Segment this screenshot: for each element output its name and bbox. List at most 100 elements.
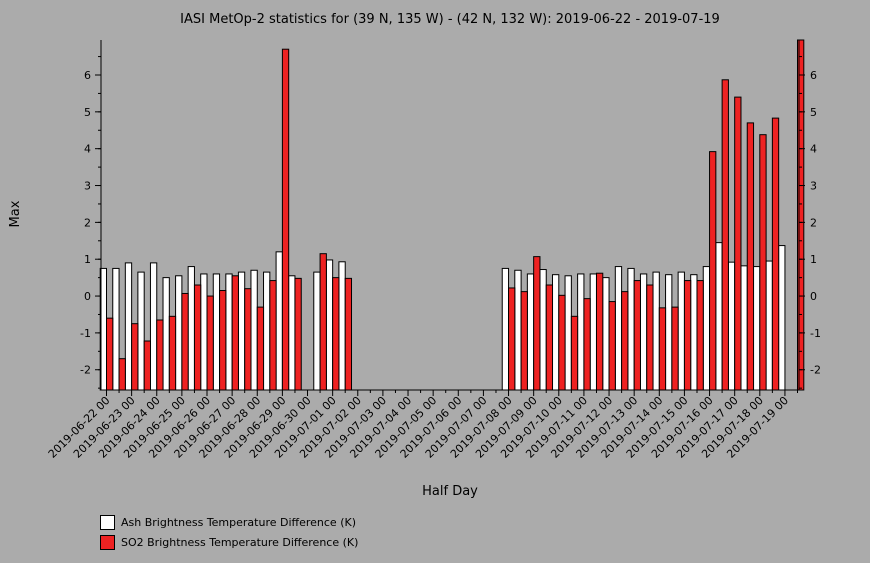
ash-bar-19 (338, 261, 346, 391)
ash-bar-37 (564, 275, 572, 391)
ash-bar-13 (263, 271, 271, 391)
y-tick-label-right: -1 (810, 327, 821, 340)
so2-bar-19 (344, 277, 353, 391)
y-tick-label-right: 2 (810, 216, 817, 229)
so2-bar-45 (671, 306, 679, 391)
so2-bar-35 (545, 284, 554, 391)
y-tick-label-left: -2 (80, 364, 91, 377)
y-tick-label-left: 6 (84, 69, 91, 82)
so2-bar-13 (269, 280, 277, 391)
so2-bar-2 (131, 323, 139, 391)
ash-bar-14 (275, 251, 283, 391)
legend-swatch-so2 (100, 534, 115, 550)
so2-bar-48 (709, 151, 717, 391)
ash-bar-7 (187, 266, 195, 391)
y-tick-label-right: 6 (810, 69, 817, 82)
ash-bar-43 (639, 273, 648, 391)
legend-swatch-ash (100, 514, 115, 530)
legend-item-so2: SO2 Brightness Temperature Difference (K… (100, 532, 358, 552)
y-tick-label-left: 2 (84, 216, 91, 229)
ash-bar-18 (325, 259, 334, 391)
y-tick-label-left: 3 (84, 180, 91, 193)
ash-bar-33 (514, 269, 522, 391)
ash-bar-53 (765, 260, 773, 391)
so2-bar-17 (319, 253, 327, 391)
y-tick-label-left: 4 (84, 143, 91, 156)
so2-bar-3 (143, 340, 151, 391)
ash-bar-48 (702, 266, 711, 391)
so2-bar-46 (683, 280, 692, 391)
so2-bar-51 (746, 122, 755, 391)
so2-bar-1 (118, 358, 126, 391)
ash-bar-46 (677, 271, 685, 391)
legend-label-ash: Ash Brightness Temperature Difference (K… (121, 515, 356, 529)
so2-bar-12 (256, 306, 265, 391)
ash-bar-8 (200, 273, 208, 391)
so2-bar-9 (219, 290, 227, 391)
so2-bar-44 (658, 307, 667, 391)
ash-bar-49 (715, 242, 723, 391)
so2-bar-39 (595, 272, 604, 391)
ash-bar-34 (526, 273, 535, 391)
x-axis-title: Half Day (422, 484, 478, 499)
so2-bar-10 (231, 275, 239, 391)
ash-bar-41 (614, 266, 623, 391)
so2-bar-49 (721, 79, 729, 391)
ash-bar-51 (740, 265, 748, 391)
so2-bar-11 (244, 288, 252, 391)
chart-title: IASI MetOp-2 statistics for (39 N, 135 W… (180, 12, 720, 27)
so2-bar-0 (106, 317, 114, 391)
so2-bar-5 (168, 315, 177, 391)
ash-bar-15 (288, 275, 296, 391)
ash-bar-50 (727, 261, 736, 391)
ash-bar-54 (778, 245, 786, 391)
so2-bar-52 (759, 134, 767, 391)
y-tick-label-left: 5 (84, 106, 91, 119)
so2-bar-55 (797, 39, 805, 391)
so2-bar-41 (621, 291, 629, 391)
ash-bar-9 (212, 273, 221, 391)
ash-bar-42 (627, 267, 635, 391)
y-axis-title: Max (8, 200, 23, 227)
ash-bar-1 (112, 267, 120, 391)
ash-bar-10 (225, 273, 233, 391)
ash-bar-40 (602, 277, 610, 391)
y-tick-label-left: 0 (84, 290, 91, 303)
ash-bar-35 (539, 269, 547, 391)
y-tick-label-left: 1 (84, 253, 91, 266)
ash-bar-2 (124, 262, 133, 391)
so2-bar-36 (558, 294, 566, 391)
legend-label-so2: SO2 Brightness Temperature Difference (K… (121, 535, 359, 549)
ash-bar-32 (501, 267, 510, 391)
so2-bar-34 (533, 256, 541, 391)
so2-bar-53 (771, 117, 780, 391)
bars-group (99, 39, 805, 391)
y-tick-label-left: -1 (80, 327, 91, 340)
so2-bar-14 (281, 48, 290, 391)
so2-bar-37 (570, 315, 579, 391)
so2-bar-33 (520, 291, 528, 391)
y-tick-label-right: 4 (810, 143, 817, 156)
so2-bar-4 (156, 319, 164, 391)
legend: Ash Brightness Temperature Difference (K… (100, 512, 358, 552)
ash-bar-12 (250, 269, 258, 391)
so2-bar-38 (583, 298, 591, 391)
ash-bar-4 (149, 262, 158, 391)
so2-bar-47 (696, 280, 704, 391)
y-tick-label-right: 0 (810, 290, 817, 303)
so2-bar-18 (332, 277, 340, 391)
y-tick-label-right: -2 (810, 364, 821, 377)
so2-bar-7 (193, 284, 202, 391)
ash-bar-6 (175, 275, 183, 391)
ash-bar-17 (313, 271, 321, 391)
ash-bar-3 (137, 271, 145, 391)
ash-bar-52 (753, 266, 761, 391)
ash-bar-44 (652, 271, 660, 391)
so2-bar-15 (294, 277, 302, 391)
so2-bar-40 (608, 301, 616, 391)
ash-bar-39 (589, 273, 597, 391)
so2-bar-8 (206, 295, 214, 391)
